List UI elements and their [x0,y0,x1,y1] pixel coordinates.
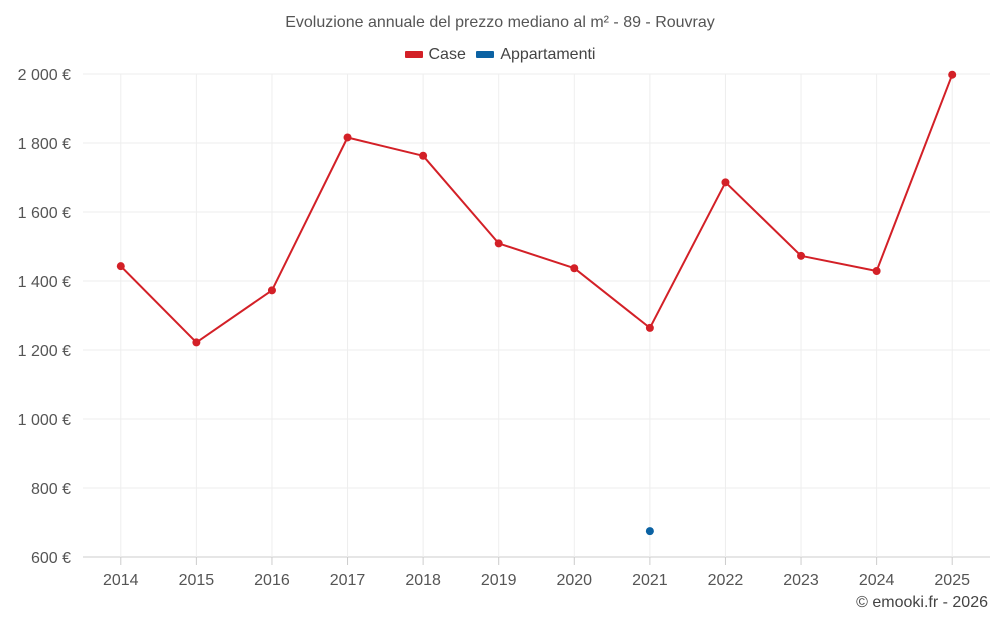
data-point [494,239,503,248]
data-point [570,264,579,273]
legend-label-case: Case [428,45,466,63]
legend-item-case[interactable]: Case [404,45,466,64]
data-point [872,266,881,275]
data-point [343,133,352,142]
x-tick-label: 2024 [859,572,895,589]
data-point [267,286,276,295]
x-tick-label: 2018 [405,572,441,589]
data-point [948,70,957,79]
y-tick-label: 800 € [31,481,71,498]
x-tick-label: 2016 [254,572,290,589]
legend-swatch-appartamenti [476,51,495,58]
series-line-0 [120,74,954,344]
y-tick-label: 600 € [31,550,71,567]
data-point [645,527,654,536]
x-tick-label: 2020 [556,572,592,589]
x-tick-label: 2015 [179,572,215,589]
legend-item-appartamenti[interactable]: Appartamenti [476,46,595,64]
x-tick-label: 2025 [934,572,970,589]
legend-swatch-case [404,51,423,58]
data-point [797,251,806,260]
y-tick-label: 1 400 € [18,274,71,291]
x-tick-label: 2022 [708,572,744,589]
legend: Case Appartamenti [0,45,1000,64]
data-point [721,178,730,187]
x-tick-label: 2021 [632,572,668,589]
data-point [116,262,125,271]
legend-label-appartamenti: Appartamenti [500,45,596,63]
x-tick-label: 2019 [481,572,517,589]
credit-text: © emooki.fr - 2026 [856,594,988,611]
data-point [419,151,428,160]
x-tick-label: 2017 [330,572,366,589]
x-tick-label: 2014 [103,572,139,589]
y-tick-label: 1 200 € [18,343,71,360]
y-tick-label: 1 600 € [18,205,71,222]
x-tick-label: 2023 [783,572,819,589]
data-point [192,338,201,347]
chart-title: Evoluzione annuale del prezzo mediano al… [285,14,715,31]
y-tick-label: 2 000 € [18,67,71,84]
data-point [645,323,654,332]
y-tick-label: 1 000 € [18,412,71,429]
y-tick-label: 1 800 € [18,136,71,153]
